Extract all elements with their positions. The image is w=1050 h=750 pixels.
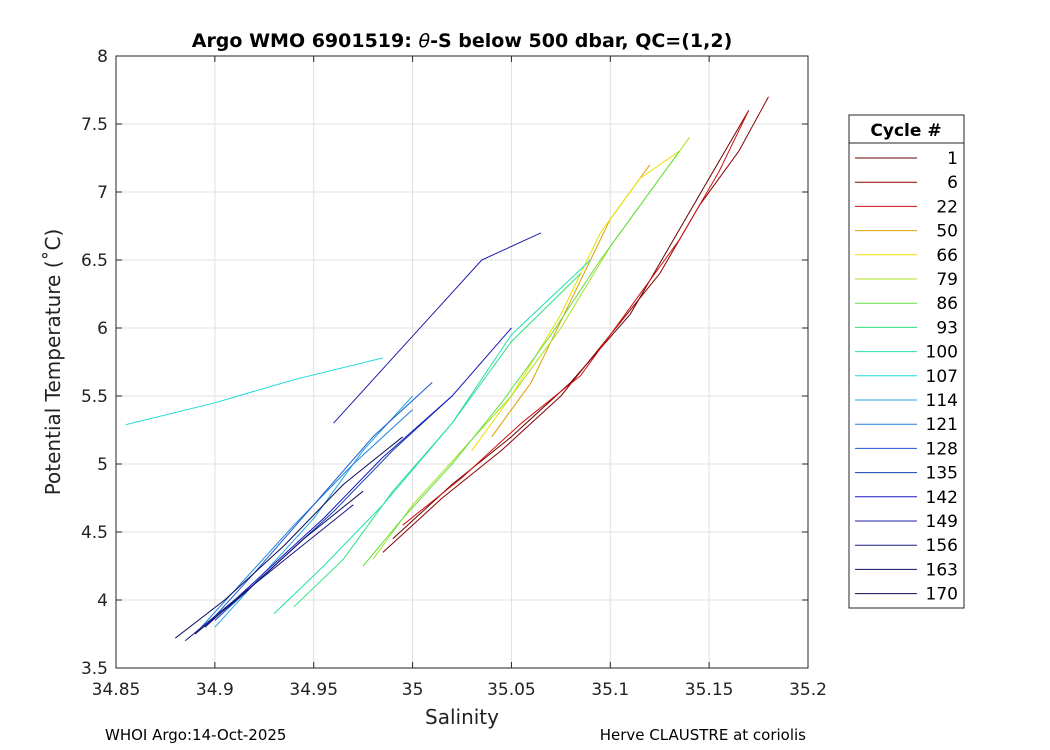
- legend-label: 22: [936, 197, 958, 217]
- y-tick-label: 4: [97, 591, 108, 611]
- x-tick-label: 34.85: [92, 680, 141, 700]
- y-tick-label: 7: [97, 183, 108, 203]
- legend-label: 114: [926, 391, 958, 411]
- plot-frame: [115, 55, 809, 669]
- series-line: [471, 150, 680, 451]
- legend-label: 79: [936, 270, 958, 290]
- legend-entries: 1 6 22 50 66 79 86 93 100 107 114 121 128 135 142 149 15…: [855, 149, 958, 605]
- chart-title: Argo WMO 6901519: θ-S below 500 dbar, QC…: [192, 30, 733, 52]
- legend-label: 50: [936, 222, 958, 242]
- y-tick-label: 3.5: [81, 659, 108, 679]
- legend-label: 93: [936, 318, 958, 338]
- series-line: [125, 357, 384, 426]
- series-line: [184, 504, 354, 642]
- x-tick-label: 34.95: [289, 680, 338, 700]
- series-line: [362, 150, 680, 567]
- series-line: [382, 96, 769, 553]
- y-axis-label: Potential Temperature (˚C): [41, 229, 65, 496]
- series-line: [273, 259, 591, 614]
- series-group: [125, 96, 769, 642]
- grid-lines: [115, 55, 809, 669]
- legend-box: [848, 114, 965, 609]
- series-line: [372, 137, 690, 560]
- series-line: [293, 273, 581, 608]
- footer-right: Herve CLAUSTRE at coriolis: [600, 726, 806, 744]
- x-axis-label: Salinity: [425, 705, 499, 729]
- x-tick-label: 34.9: [196, 680, 234, 700]
- legend-label: 163: [926, 560, 958, 580]
- legend-label: 142: [926, 488, 958, 508]
- series-line: [402, 110, 750, 526]
- y-tick-label: 5.5: [81, 387, 108, 407]
- x-tick-label: 35.2: [789, 680, 827, 700]
- legend-label: 128: [926, 439, 958, 459]
- legend-label: 121: [926, 415, 958, 435]
- series-line: [214, 395, 413, 628]
- series-line: [392, 110, 750, 540]
- legend-label: 135: [926, 464, 958, 484]
- x-tick-label: 35.05: [487, 680, 536, 700]
- footer-left: WHOI Argo:14-Oct-2025: [105, 726, 286, 744]
- legend-label: 107: [926, 367, 958, 387]
- legend-label: 1: [947, 149, 958, 169]
- series-line: [174, 436, 404, 639]
- legend-label: 170: [926, 585, 958, 605]
- legend-label: 6: [947, 173, 958, 193]
- y-tick-label: 7.5: [81, 115, 108, 135]
- x-tick-label: 35.1: [591, 680, 629, 700]
- y-tick-label: 8: [97, 47, 108, 67]
- legend-label: 86: [936, 294, 958, 314]
- y-tick-label: 5: [97, 455, 108, 475]
- legend-label: 156: [926, 536, 958, 556]
- legend-title: Cycle #: [870, 121, 941, 141]
- series-line: [333, 232, 542, 424]
- y-tick-label: 4.5: [81, 523, 108, 543]
- y-tick-label: 6.5: [81, 251, 108, 271]
- x-ticks: 34.85 34.9 34.95 35 35.05 35.1 35.15 35.2: [92, 56, 827, 700]
- y-tick-label: 6: [97, 319, 108, 339]
- legend-label: 100: [926, 343, 958, 363]
- y-ticks: 3.5 4 4.5 5 5.5 6 6.5 7 7.5 8: [81, 47, 808, 679]
- x-tick-label: 35: [402, 680, 424, 700]
- x-tick-label: 35.15: [685, 680, 734, 700]
- series-line: [194, 409, 413, 635]
- legend: Cycle # 1 6 22 50 66 79 86 93 100 107 114 121 128 135…: [848, 114, 965, 609]
- series-line: [204, 327, 512, 628]
- series-line: [204, 382, 433, 628]
- series-line: [194, 490, 364, 635]
- legend-label: 66: [936, 246, 958, 266]
- legend-label: 149: [926, 512, 958, 532]
